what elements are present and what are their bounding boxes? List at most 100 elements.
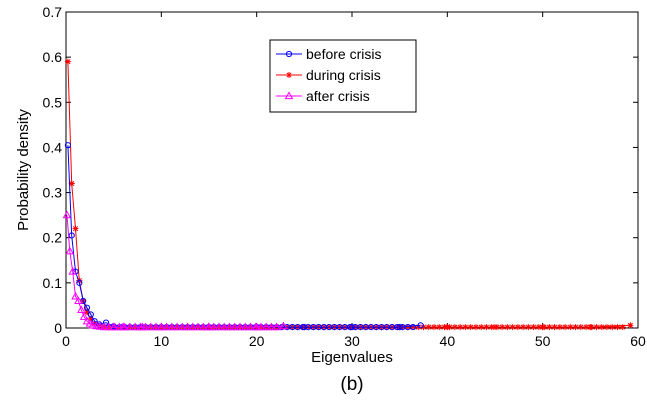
data-point — [614, 324, 621, 331]
data-point — [178, 322, 187, 331]
y-axis-label: Probability density — [15, 109, 32, 231]
data-point — [141, 322, 150, 331]
data-point — [441, 324, 448, 331]
data-point — [514, 324, 521, 331]
x-tick-label: 50 — [535, 333, 551, 349]
y-tick-label: 0.3 — [43, 185, 63, 201]
data-point — [420, 324, 427, 331]
data-point — [572, 324, 579, 331]
data-point — [62, 210, 72, 219]
data-point — [151, 322, 161, 331]
data-point — [417, 322, 424, 329]
data-point — [446, 324, 453, 331]
data-point — [157, 322, 166, 331]
data-point — [83, 309, 90, 316]
data-point — [472, 324, 479, 331]
data-point — [348, 323, 356, 331]
legend: before crisis during crisis after crisis — [269, 39, 417, 113]
data-point — [577, 324, 584, 331]
data-point — [284, 91, 294, 100]
data-point — [504, 324, 511, 331]
x-axis-label: Eigenvalues — [311, 349, 393, 366]
data-point — [87, 311, 94, 318]
data-point — [588, 324, 595, 331]
x-axis: 0 10 20 30 40 50 60 — [62, 12, 646, 349]
data-point — [451, 324, 458, 331]
data-point — [235, 322, 245, 331]
data-point — [193, 322, 203, 331]
data-point — [436, 324, 443, 331]
legend-box — [269, 39, 417, 113]
data-point — [562, 324, 569, 331]
data-point — [68, 266, 77, 275]
x-tick-label: 40 — [440, 333, 456, 349]
x-tick-label: 30 — [344, 333, 360, 349]
data-point — [91, 318, 98, 325]
data-point — [230, 322, 239, 331]
series-after-crisis — [62, 210, 288, 331]
data-point — [209, 322, 219, 331]
data-point — [74, 296, 83, 305]
data-point — [87, 315, 94, 322]
data-point — [88, 320, 97, 329]
data-point — [183, 322, 192, 331]
series-layer — [62, 58, 634, 331]
data-point — [109, 322, 119, 331]
data-point — [509, 324, 516, 331]
data-point — [96, 322, 105, 330]
data-point — [246, 322, 255, 331]
data-point — [214, 322, 224, 331]
data-point — [146, 322, 156, 331]
data-point — [72, 225, 79, 232]
legend-entry: before crisis — [306, 46, 381, 62]
y-tick-label: 0.2 — [43, 230, 63, 246]
y-tick-label: 0.1 — [43, 275, 63, 291]
data-point — [225, 322, 234, 331]
legend-entry: after crisis — [306, 88, 370, 104]
data-point — [410, 324, 417, 331]
data-point — [256, 322, 266, 331]
data-point — [525, 324, 532, 331]
data-point — [79, 312, 89, 320]
data-point — [68, 180, 75, 187]
data-point — [71, 291, 80, 300]
data-point — [125, 322, 135, 331]
data-point — [409, 323, 417, 331]
data-point — [604, 324, 611, 331]
data-point — [488, 324, 495, 331]
data-point — [136, 322, 145, 331]
data-point — [583, 324, 590, 331]
data-point — [535, 324, 542, 331]
data-point — [115, 322, 124, 331]
data-point — [467, 324, 474, 331]
data-point — [167, 322, 177, 331]
data-point — [483, 324, 490, 331]
data-point — [130, 322, 140, 331]
data-point — [204, 322, 213, 331]
data-point — [267, 322, 276, 331]
data-point — [404, 324, 411, 331]
data-point — [172, 322, 182, 331]
data-point — [272, 322, 281, 331]
data-point — [82, 316, 92, 325]
data-point — [619, 324, 626, 331]
y-tick-label: 0 — [54, 320, 62, 336]
data-point — [64, 58, 71, 65]
data-point — [261, 322, 271, 331]
data-point — [188, 322, 198, 331]
data-point — [396, 323, 403, 331]
data-point — [120, 322, 129, 331]
data-point — [499, 324, 506, 331]
data-point — [609, 324, 616, 331]
data-point — [64, 142, 72, 149]
figure-caption: (b) — [340, 374, 363, 395]
data-point — [567, 324, 574, 331]
data-point — [104, 322, 114, 331]
data-point — [285, 50, 293, 58]
data-point — [551, 324, 558, 331]
y-tick-label: 0.7 — [43, 4, 63, 20]
legend-entry: during crisis — [306, 67, 381, 83]
data-point — [83, 304, 91, 311]
y-tick-label: 0.4 — [43, 139, 63, 155]
